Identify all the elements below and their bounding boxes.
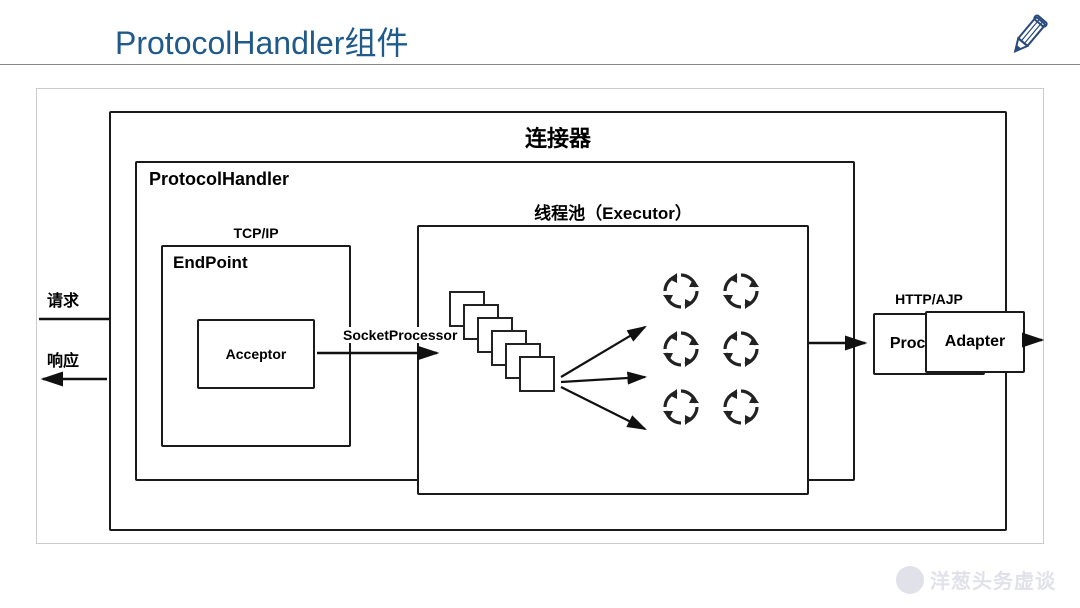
arrow-executor-to-processor [807, 337, 871, 349]
executor-box: 线程池（Executor） SocketProcessor [417, 225, 809, 495]
watermark-avatar-icon [896, 566, 924, 594]
thread-icon [719, 385, 763, 429]
arrow-response-out [37, 373, 109, 385]
thread-icon [719, 269, 763, 313]
arrow-pa [983, 89, 1080, 239]
page-title: ProtocolHandler组件 [115, 18, 408, 64]
processor-proto-label: HTTP/AJP [875, 291, 983, 307]
protocol-handler-label: ProtocolHandler [149, 169, 289, 190]
arrow-processor-adapter [983, 335, 1080, 485]
connector-box: 连接器 ProtocolHandler TCP/IP EndPoint Acce… [109, 111, 1007, 531]
connector-label: 连接器 [111, 121, 1005, 153]
fanout-arrows [557, 317, 657, 437]
protocol-handler-box: ProtocolHandler TCP/IP EndPoint Acceptor… [135, 161, 855, 481]
watermark-text: 洋葱头务虚谈 [930, 565, 1056, 594]
endpoint-proto-label: TCP/IP [163, 225, 349, 241]
socket-processor-label: SocketProcessor [341, 327, 459, 343]
executor-label: 线程池（Executor） [419, 199, 807, 224]
response-label: 响应 [47, 347, 79, 371]
thread-icon [659, 269, 703, 313]
diagram-frame: 请求 响应 连接器 ProtocolHandler TCP/IP EndPoin… [36, 88, 1044, 544]
arrow-acceptor-to-executor [315, 347, 443, 359]
acceptor-box: Acceptor [197, 319, 315, 389]
acceptor-label: Acceptor [226, 346, 287, 362]
thread-icon [659, 327, 703, 371]
pencil-icon [1004, 12, 1052, 60]
watermark: 洋葱头务虚谈 [896, 565, 1056, 594]
request-label: 请求 [47, 287, 79, 311]
title-underline [0, 64, 1080, 65]
endpoint-box: TCP/IP EndPoint Acceptor [161, 245, 351, 447]
thread-icon [719, 327, 763, 371]
endpoint-label: EndPoint [173, 253, 248, 273]
thread-icon [659, 385, 703, 429]
